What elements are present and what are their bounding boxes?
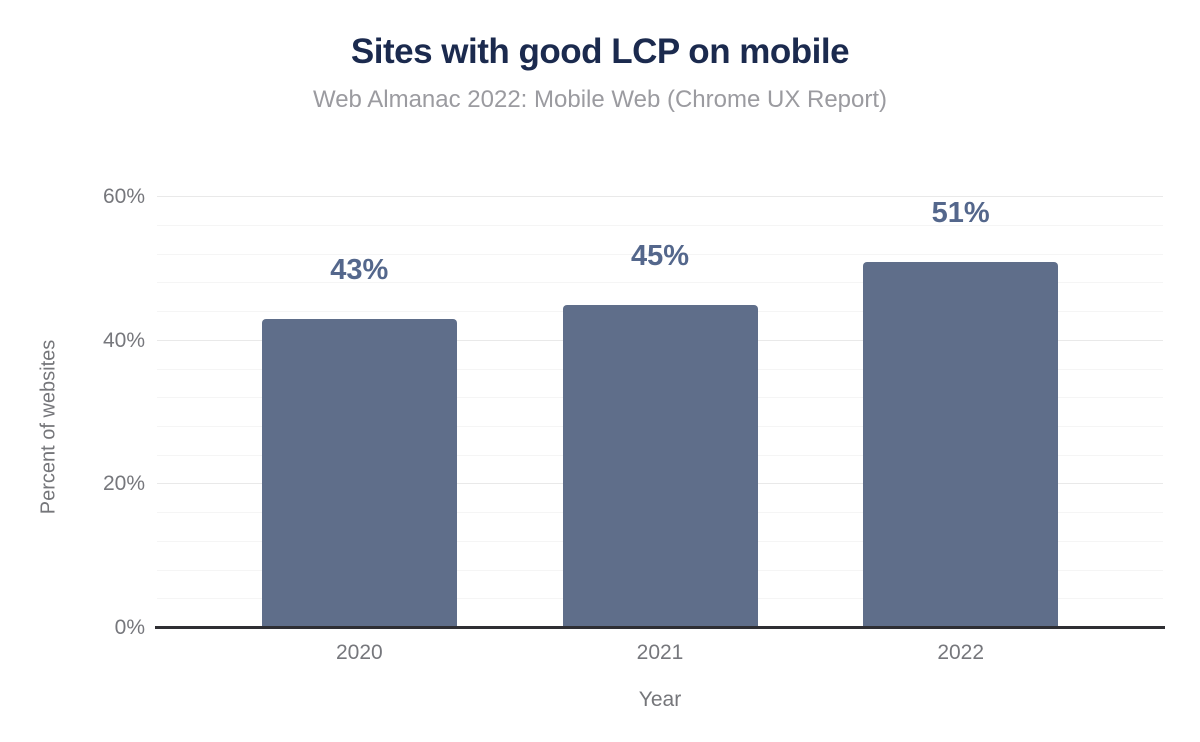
x-axis-tick-labels: 2020 2021 2022 [157, 641, 1163, 665]
gridline-major [157, 196, 1163, 198]
bar-series: 43% 45% 51% [157, 160, 1163, 628]
bar [261, 319, 457, 628]
x-tick-label: 2022 [937, 641, 985, 664]
gridline-minor [157, 253, 1163, 255]
gridline-minor [157, 224, 1163, 226]
y-tick-label: 60% [102, 185, 145, 209]
x-axis-title: Year [638, 688, 682, 711]
chart-title: Sites with good LCP on mobile [350, 32, 850, 71]
bar-column: 45% [510, 160, 811, 628]
x-tick-label: 2021 [636, 641, 684, 664]
chart-subtitle: Web Almanac 2022: Mobile Web (Chrome UX … [312, 86, 888, 113]
y-tick-label: 40% [102, 328, 145, 352]
bar-column: 43% [209, 160, 510, 628]
bar-value-label: 51% [931, 196, 990, 229]
bar-value-label: 45% [630, 239, 690, 272]
y-tick-label: 20% [102, 472, 145, 496]
x-tick-label: 2020 [335, 641, 383, 664]
bar [863, 261, 1059, 628]
bar [562, 304, 758, 628]
bar-value-label: 43% [330, 254, 389, 287]
plot-area: 43% 45% 51% [157, 160, 1163, 628]
bar-column: 51% [810, 160, 1111, 628]
x-axis-line [155, 626, 1165, 629]
y-tick-label: 0% [114, 616, 145, 639]
gridline-minor [157, 282, 1163, 284]
